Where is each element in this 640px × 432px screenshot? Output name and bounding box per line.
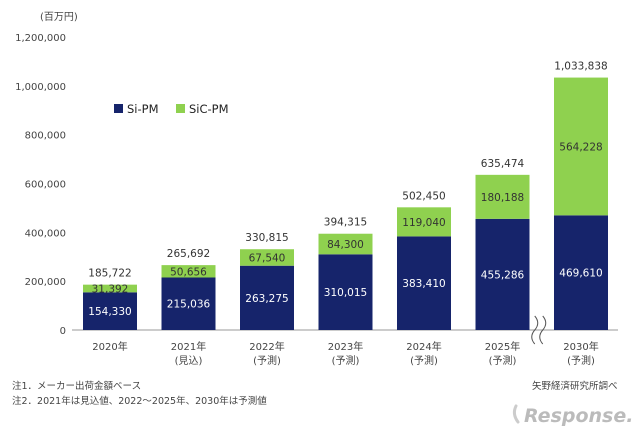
- bar-sic-pm-6: [554, 77, 608, 216]
- total-label: 265,692: [167, 248, 210, 260]
- x-tick-sublabel: (予測): [332, 354, 360, 367]
- data-label-si-pm: 154,330: [88, 306, 131, 318]
- total-label: 635,474: [481, 158, 525, 170]
- x-tick-label: 2020年: [92, 340, 127, 353]
- bar-sic-pm-0: [83, 284, 137, 293]
- bar-sic-pm-3: [318, 233, 373, 255]
- legend-swatch-si-pm: [114, 104, 123, 113]
- data-label-si-pm: 263,275: [245, 293, 288, 305]
- total-label: 502,450: [402, 190, 445, 202]
- bar-si-pm-2: [240, 265, 294, 330]
- bar-sic-pm-5: [475, 174, 530, 219]
- y-tick-label: 800,000: [25, 131, 66, 142]
- bar-si-pm-0: [83, 292, 137, 330]
- bar-si-pm-6: [554, 215, 608, 330]
- bar-sic-pm-2: [240, 249, 294, 266]
- bar-si-pm-5: [475, 218, 530, 330]
- data-label-si-pm: 215,036: [167, 299, 211, 311]
- x-tick-label: 2025年: [485, 340, 520, 353]
- data-label-sic-pm: 31,392: [92, 283, 129, 295]
- total-label: 185,722: [88, 268, 131, 280]
- bar-sic-pm-4: [397, 207, 451, 237]
- data-label-sic-pm: 84,300: [327, 239, 364, 251]
- bar-si-pm-4: [397, 236, 451, 330]
- y-tick-label: 600,000: [25, 180, 66, 191]
- response-watermark-logo: Response.: [512, 404, 633, 427]
- data-label-sic-pm: 119,040: [402, 217, 445, 229]
- axis-break-mark: [539, 315, 547, 345]
- x-tick-label: 2022年: [249, 340, 284, 353]
- bar-si-pm-3: [318, 254, 373, 330]
- data-label-si-pm: 469,610: [559, 268, 602, 280]
- data-label-sic-pm: 180,188: [481, 192, 524, 204]
- x-tick-sublabel: (予測): [567, 354, 595, 367]
- x-tick-sublabel: (見込): [175, 355, 203, 367]
- y-tick-label: 1,000,000: [15, 82, 66, 93]
- y-tick-label: 1,200,000: [15, 33, 66, 44]
- y-tick-label: 400,000: [25, 228, 66, 239]
- bar-si-pm-1: [161, 277, 216, 330]
- axis-break-mark: [531, 315, 539, 345]
- data-label-si-pm: 455,286: [481, 269, 525, 281]
- legend-label-si-pm: Si-PM: [127, 102, 159, 116]
- x-tick-label: 2021年: [171, 340, 206, 353]
- data-label-si-pm: 383,410: [402, 278, 445, 290]
- x-tick-sublabel: (予測): [253, 354, 281, 367]
- note-1: 注1．メーカー出荷金額ベース: [12, 381, 142, 392]
- x-tick-label: 2024年: [406, 340, 441, 353]
- x-tick-sublabel: (予測): [410, 354, 438, 367]
- total-label: 330,815: [245, 232, 288, 244]
- x-tick-label: 2030年: [563, 340, 598, 353]
- bar-sic-pm-1: [161, 265, 216, 278]
- y-tick-label: 200,000: [25, 277, 66, 288]
- x-tick-sublabel: (予測): [489, 354, 517, 367]
- y-axis-unit-label: (百万円): [40, 11, 78, 23]
- y-tick-label: 0: [60, 326, 66, 337]
- x-tick-label: 2023年: [328, 340, 363, 353]
- note-2: 注2．2021年は見込値、2022～2025年、2030年は予測値: [12, 396, 267, 407]
- svg-text:Response.: Response.: [524, 405, 633, 427]
- data-label-sic-pm: 50,656: [170, 266, 207, 278]
- total-label: 394,315: [324, 217, 367, 229]
- legend-label-sic-pm: SiC-PM: [189, 102, 229, 116]
- stacked-bar-chart: (百万円) 0 200,000 400,000 600,000 800,000 1,000,…: [15, 11, 618, 367]
- total-label: 1,033,838: [554, 61, 607, 73]
- data-label-si-pm: 310,015: [324, 287, 367, 299]
- data-label-sic-pm: 564,228: [559, 141, 602, 153]
- source-credit: 矢野経済研究所調べ: [532, 381, 618, 392]
- data-label-sic-pm: 67,540: [249, 252, 286, 264]
- legend-swatch-sic-pm: [176, 104, 185, 113]
